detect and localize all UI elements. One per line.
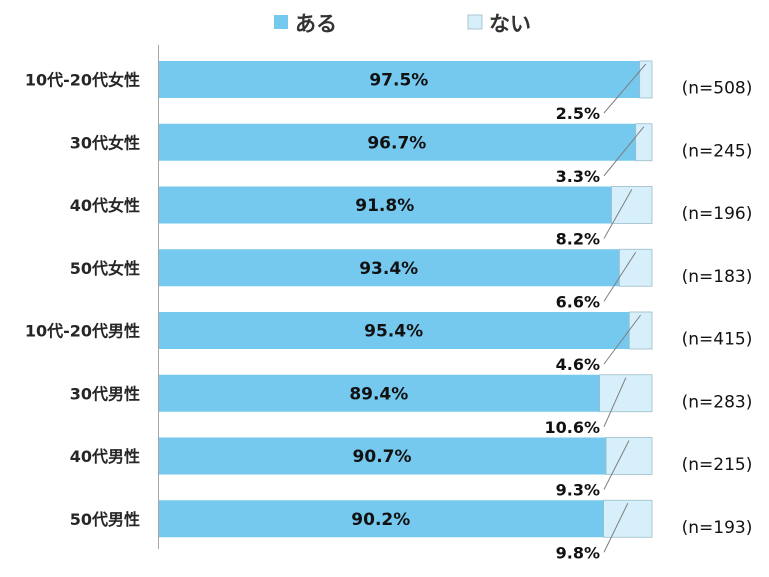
legend-item-nai: ない [467,12,531,36]
category-label: 40代女性 [70,196,140,215]
category-label: 40代男性 [70,447,140,466]
leader-line [603,126,645,177]
bar-segment-series-0 [158,312,630,349]
bar-segment-series-0 [158,249,620,287]
bar-segment-series-1 [599,374,653,413]
legend-label-aru: ある [295,12,337,36]
bar-segment-series-1 [618,248,653,287]
category-label: 30代男性 [70,384,140,403]
leader-line [603,377,627,427]
sample-size-label: (n=508) [682,79,753,99]
legend-swatch-nai [467,14,483,30]
leader-line [603,440,630,490]
sample-size-label: (n=193) [682,518,753,538]
leader-line [603,314,642,365]
bar-segment-series-1 [611,186,653,224]
bar-segment-series-0 [158,437,607,475]
bar-segment-series-0 [158,123,636,161]
bar-segment-series-1 [639,60,653,99]
value-label-series-1: 6.6% [556,292,600,311]
category-label: 50代男性 [70,510,140,529]
leader-line [603,251,637,302]
bar-segment-series-0 [158,500,604,538]
category-label: 10代-20代男性 [25,322,140,341]
category-label: 10代-20代女性 [25,71,140,90]
sample-size-label: (n=183) [682,267,753,287]
leader-line [603,189,633,239]
bar-segment-series-1 [635,123,653,162]
value-label-series-0: 96.7% [367,133,426,153]
value-label-series-0: 91.8% [355,196,414,216]
bar-row: 30代女性 96.7% 3.3% (n=245) [70,123,753,186]
leader-line [603,503,629,553]
value-label-series-1: 4.6% [556,355,600,374]
bar-row: 50代女性 93.4% 6.6% (n=183) [70,248,753,311]
bar-row: 10代-20代男性 95.4% 4.6% (n=415) [25,311,753,374]
legend: ある ない [274,12,531,36]
bar-row: 10代-20代女性 97.5% 2.5% (n=508) [25,60,753,123]
value-label-series-1: 9.3% [556,481,600,500]
sample-size-label: (n=245) [682,141,753,161]
bar-segment-series-1 [628,311,653,350]
value-label-series-1: 9.8% [556,543,600,562]
sample-size-label: (n=283) [682,392,753,412]
legend-swatch-aru [274,15,288,29]
sample-size-label: (n=196) [682,204,753,224]
bar-row: 50代男性 90.2% 9.8% (n=193) [70,499,753,562]
category-label: 50代女性 [70,259,140,278]
category-label: 30代女性 [70,133,140,152]
legend-label-nai: ない [489,12,531,36]
value-label-series-0: 89.4% [349,384,408,404]
sample-size-label: (n=415) [682,330,753,350]
bar-segment-series-0 [158,186,612,224]
plot-area: 10代-20代女性 97.5% 2.5% (n=508) 30代女性 96.7% 3.3% (… [25,60,753,562]
bar-row: 30代男性 89.4% 10.6% (n=283) [70,374,753,437]
bar-segment-series-1 [603,499,653,538]
value-label-series-0: 93.4% [359,259,418,279]
leader-line [603,63,647,114]
value-label-series-1: 3.3% [556,167,600,186]
legend-item-aru: ある [274,12,337,36]
value-label-series-1: 8.2% [556,230,600,249]
sample-size-label: (n=215) [682,455,753,475]
bar-segment-series-0 [158,61,640,98]
value-label-series-0: 95.4% [364,322,423,342]
value-label-series-0: 90.2% [351,510,410,530]
bar-row: 40代女性 91.8% 8.2% (n=196) [70,186,753,249]
value-label-series-0: 97.5% [369,71,428,91]
value-label-series-0: 90.7% [353,447,412,467]
value-label-series-1: 10.6% [544,418,600,437]
bar-segment-series-1 [605,437,653,475]
bar-segment-series-0 [158,374,600,412]
bar-row: 40代男性 90.7% 9.3% (n=215) [70,437,753,500]
value-label-series-1: 2.5% [556,104,600,123]
